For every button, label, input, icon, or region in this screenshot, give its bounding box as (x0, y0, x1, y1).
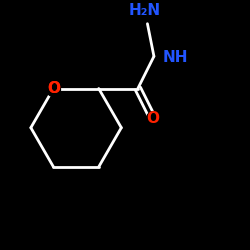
Text: O: O (146, 111, 159, 126)
Text: NH: NH (162, 50, 188, 65)
Text: O: O (47, 81, 60, 96)
Text: H₂N: H₂N (129, 2, 161, 18)
Text: O: O (47, 81, 60, 96)
